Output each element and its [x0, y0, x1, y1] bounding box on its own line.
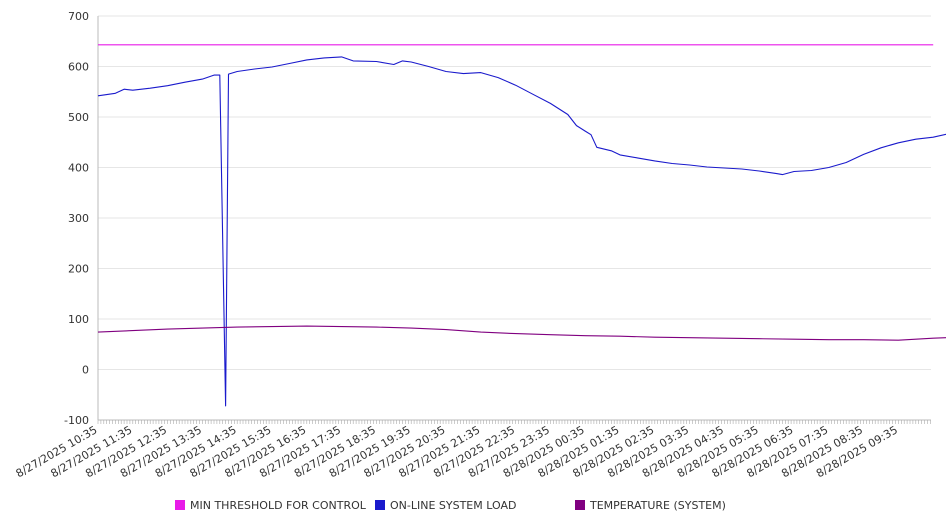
y-tick-label: 100	[68, 313, 89, 326]
legend-item-temperature-system[interactable]: TEMPERATURE (SYSTEM)	[575, 499, 726, 512]
y-tick-label: -100	[64, 414, 89, 427]
legend-swatch	[575, 500, 585, 510]
y-tick-label: 700	[68, 10, 89, 23]
legend: MIN THRESHOLD FOR CONTROL ON-LINE SYSTEM …	[175, 499, 726, 512]
gridlines	[98, 15, 931, 370]
legend-item-min-threshold-for-control[interactable]: MIN THRESHOLD FOR CONTROL	[175, 499, 367, 512]
y-tick-label: 600	[68, 61, 89, 74]
x-axis: 8/27/2025 10:358/27/2025 11:358/27/2025 …	[14, 419, 931, 480]
legend-swatch	[175, 500, 185, 510]
y-tick-label: 0	[82, 364, 89, 377]
legend-label: MIN THRESHOLD FOR CONTROL	[190, 499, 367, 512]
plot-area	[97, 44, 946, 407]
y-tick-label: 200	[68, 263, 89, 276]
y-tick-label: 400	[68, 162, 89, 175]
series-line-temperature-system	[97, 325, 946, 341]
legend-swatch	[375, 500, 385, 510]
legend-label: ON-LINE SYSTEM LOAD	[390, 499, 516, 512]
y-tick-label: 300	[68, 212, 89, 225]
y-tick-label: 500	[68, 111, 89, 124]
legend-item-on-line-system-load[interactable]: ON-LINE SYSTEM LOAD	[375, 499, 516, 512]
legend-label: TEMPERATURE (SYSTEM)	[589, 499, 726, 512]
y-axis: -100 0 100 200 300 400 500 600 700	[64, 10, 99, 427]
series-line-on-line-system-load	[97, 56, 946, 407]
